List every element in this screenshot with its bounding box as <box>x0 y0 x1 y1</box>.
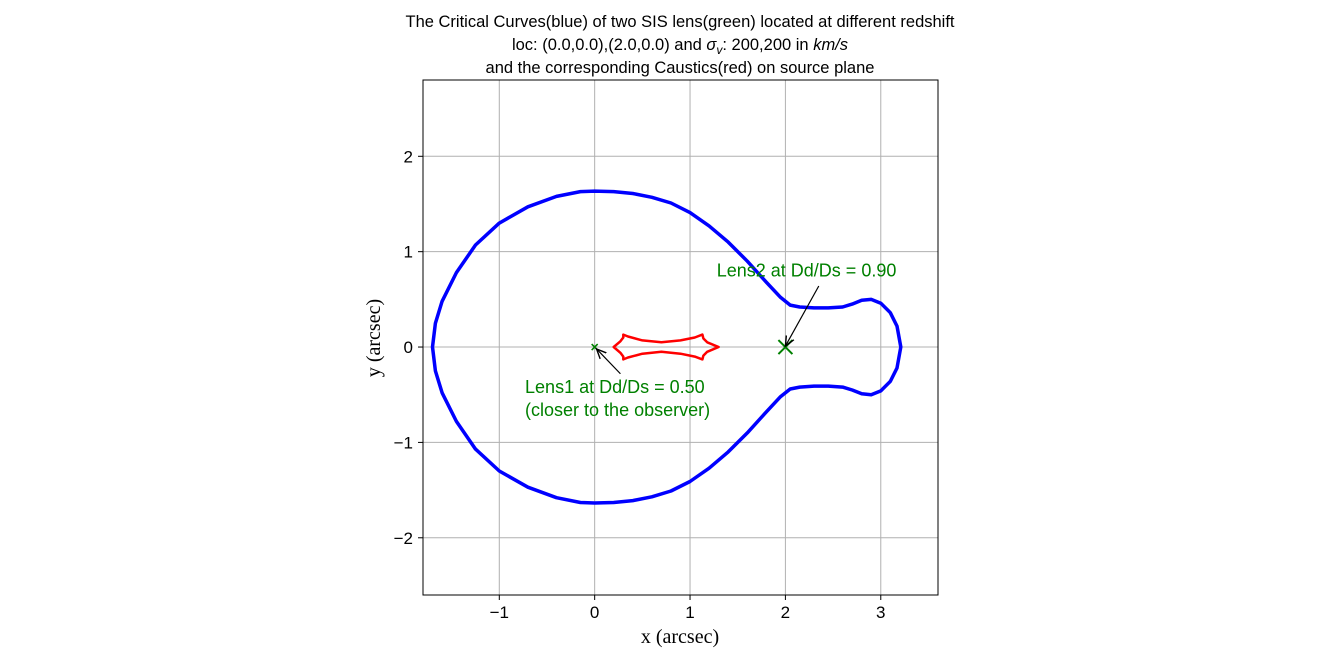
y-tick-label: 1 <box>404 243 413 262</box>
annotation-label: Lens1 at Dd/Ds = 0.50 <box>525 377 705 397</box>
title-line-2: loc: (0.0,0.0),(2.0,0.0) and σv: 200,200… <box>512 36 848 57</box>
axis-ticks: −1 0 1 2 3 −2 −1 0 1 2 <box>394 147 886 622</box>
annotation-arrow <box>597 349 621 375</box>
annotations: Lens2 at Dd/Ds = 0.90 Lens1 at Dd/Ds = 0.… <box>525 260 896 419</box>
y-axis-label: y (arcsec) <box>363 299 385 377</box>
plot-frame <box>422 79 939 596</box>
x-axis-label: x (arcsec) <box>641 626 719 648</box>
title-line-1: The Critical Curves(blue) of two SIS len… <box>405 13 954 31</box>
critical-curve <box>430 189 903 505</box>
title-line-3: and the corresponding Caustics(red) on s… <box>486 59 875 77</box>
x-tick-label: 3 <box>876 603 885 622</box>
y-tick-label: 0 <box>404 338 413 357</box>
plot-curves <box>430 189 903 505</box>
y-tick-label: 2 <box>404 147 413 166</box>
x-tick-label: 0 <box>590 603 599 622</box>
annotation-label-line-2: (closer to the observer) <box>525 400 710 420</box>
x-tick-label: 2 <box>781 603 790 622</box>
title-line-2-prefix: loc: (0.0,0.0),(2.0,0.0) and <box>512 36 706 54</box>
chart-title: The Critical Curves(blue) of two SIS len… <box>405 13 954 77</box>
title-line-2-mid: : 200,200 in <box>722 36 813 54</box>
x-tick-label: −1 <box>490 603 509 622</box>
caustic-curve <box>612 333 720 361</box>
annotation-arrow <box>785 285 820 346</box>
title-sigma-subscript: v <box>716 43 723 57</box>
y-tick-label: −2 <box>394 529 413 548</box>
x-tick-label: 1 <box>685 603 694 622</box>
annotation-label: Lens2 at Dd/Ds = 0.90 <box>717 260 897 280</box>
y-tick-label: −1 <box>394 433 413 452</box>
title-sigma-symbol: σ <box>706 36 717 54</box>
title-units: km/s <box>813 36 848 54</box>
grid <box>423 80 938 595</box>
